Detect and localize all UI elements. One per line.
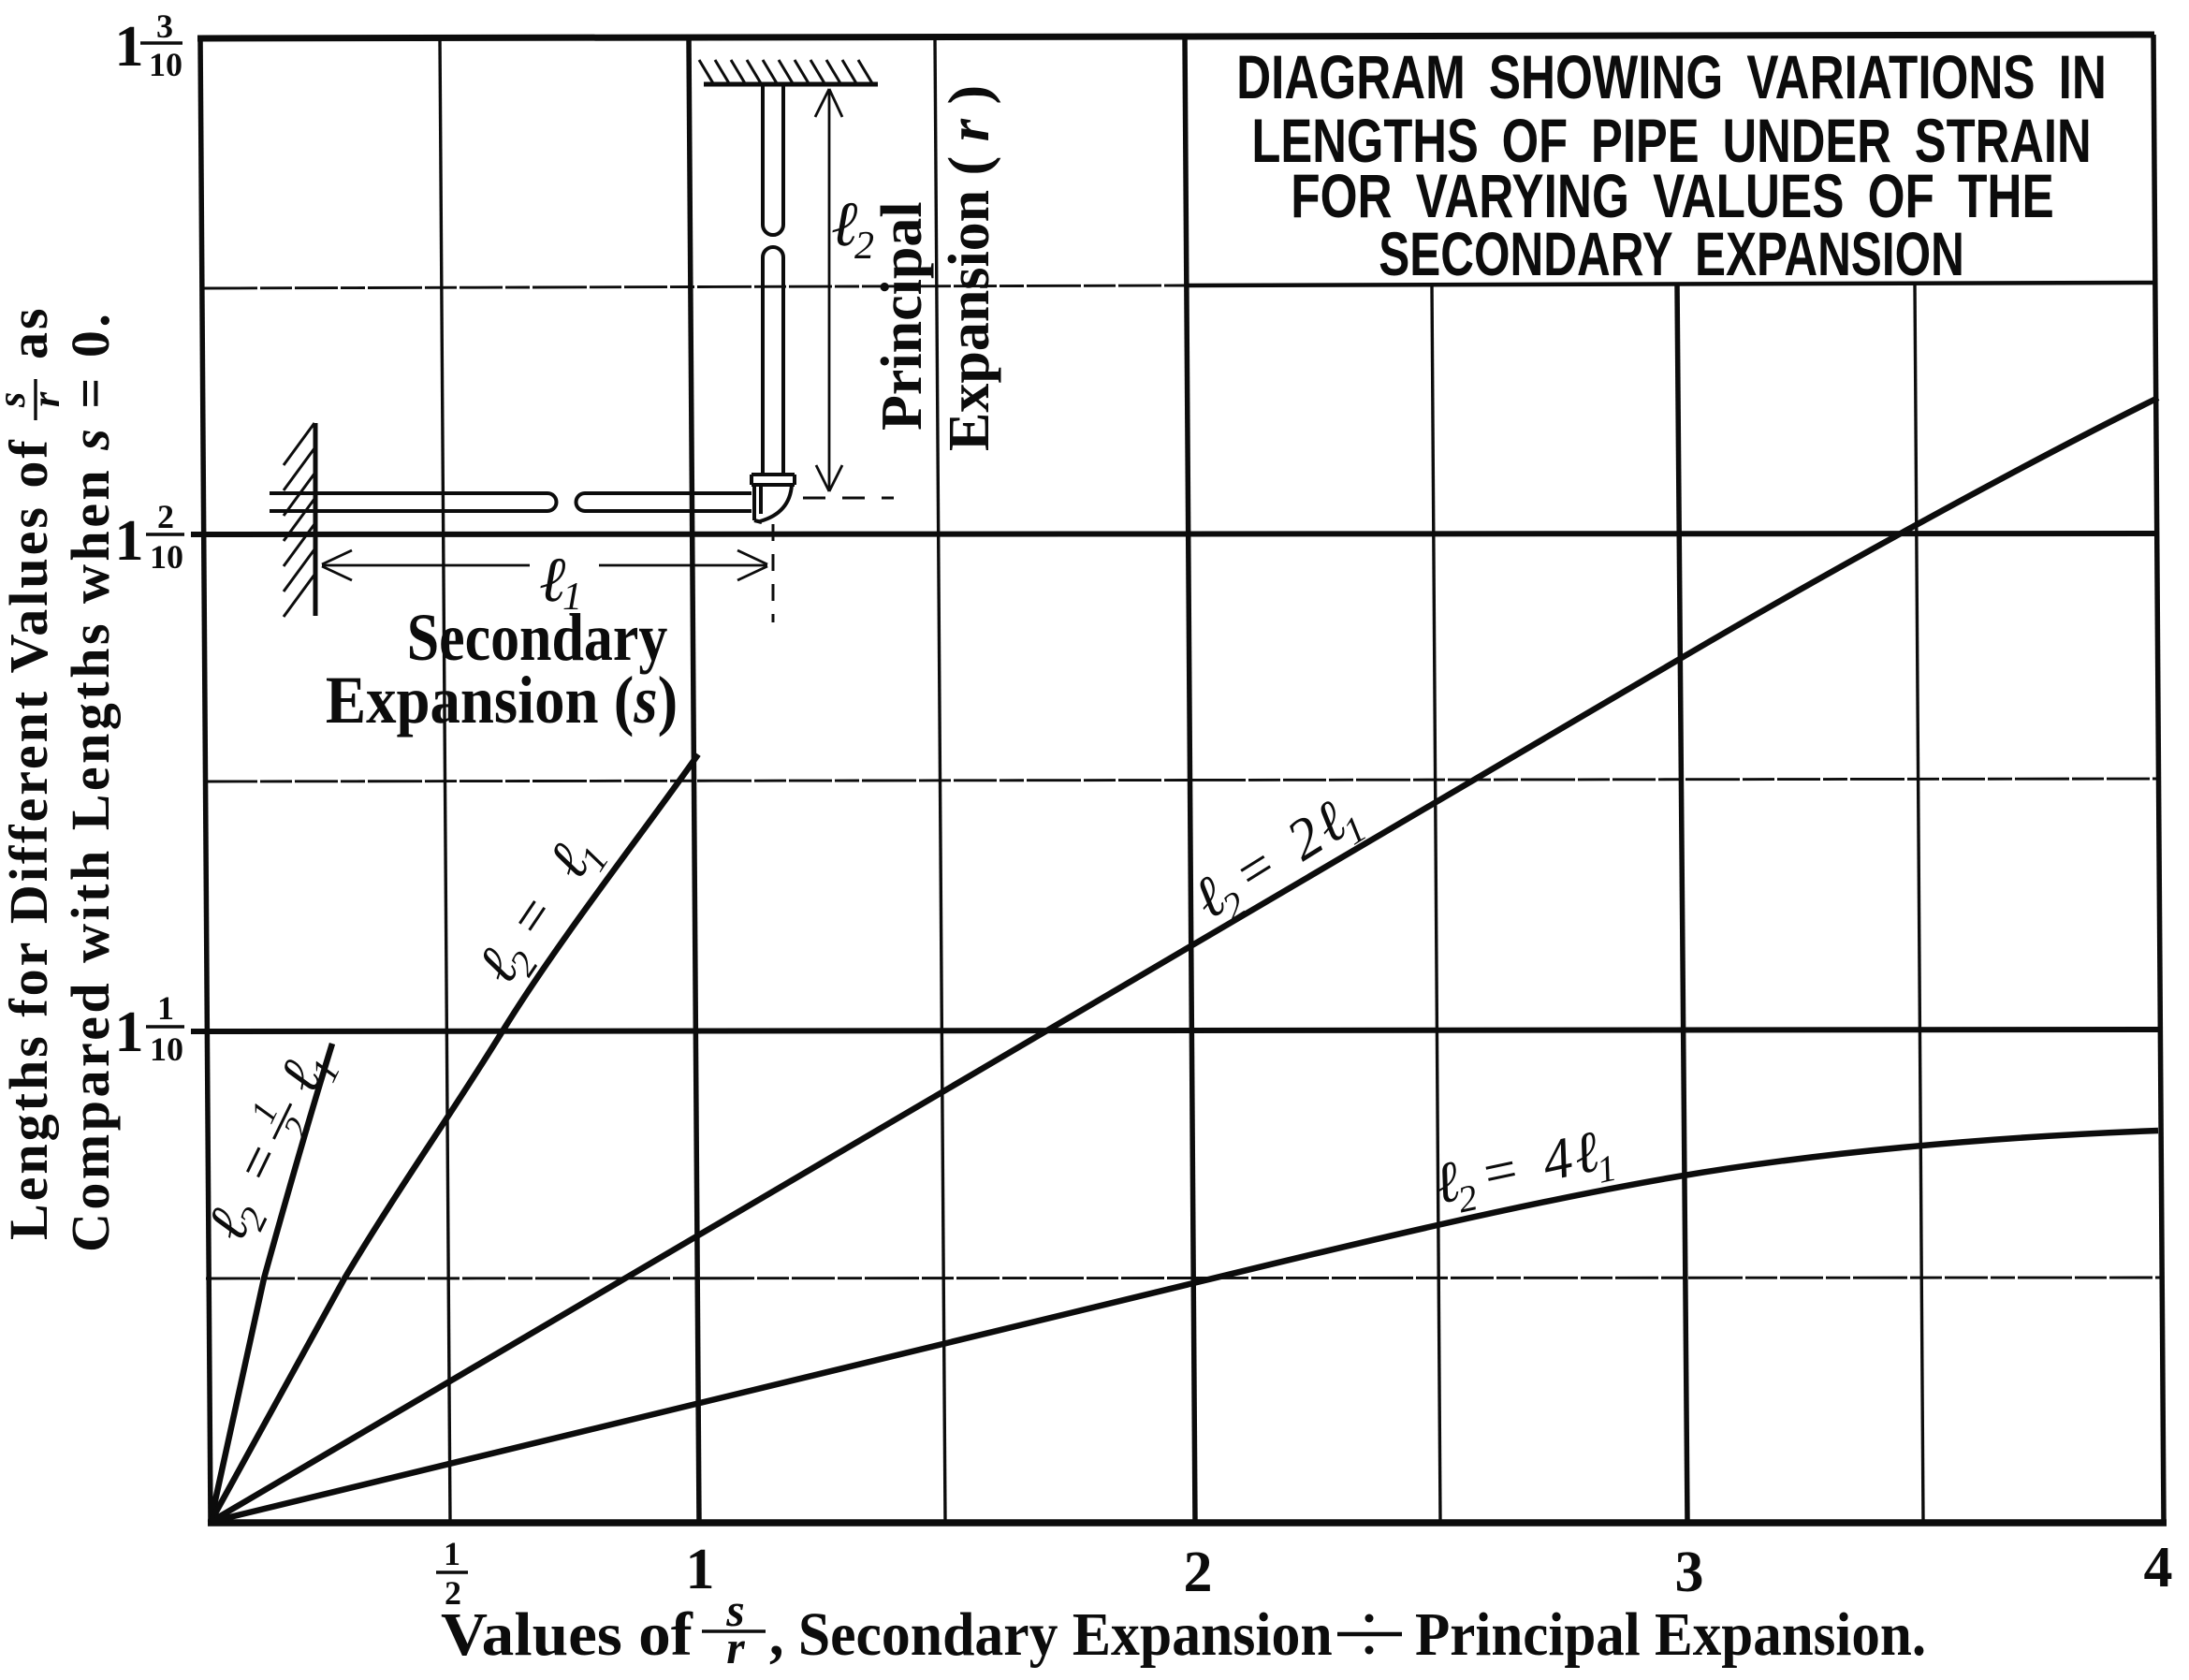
svg-text:r: r	[25, 391, 68, 407]
svg-text:Principal Expansion.: Principal Expansion.	[1415, 1600, 1926, 1669]
svg-text:LENGTHS OF PIPE UNDER STRAIN: LENGTHS OF PIPE UNDER STRAIN	[1251, 108, 2091, 176]
svg-text:ℓ: ℓ	[831, 188, 857, 259]
svg-text:s: s	[0, 392, 34, 408]
svg-text:1: 1	[115, 1001, 144, 1064]
svg-text:SECONDARY EXPANSION: SECONDARY EXPANSION	[1379, 220, 1964, 289]
svg-text:2: 2	[854, 225, 874, 268]
svg-text:as: as	[0, 305, 59, 359]
svg-text:10: 10	[150, 1030, 183, 1068]
svg-text:1: 1	[157, 989, 174, 1027]
svg-text:3: 3	[156, 7, 173, 45]
svg-text:ℓ: ℓ	[539, 544, 565, 615]
svg-text:3: 3	[1675, 1541, 1704, 1604]
svg-text:, Secondary Expansion: , Secondary Expansion	[769, 1600, 1333, 1668]
svg-text:2: 2	[445, 1574, 461, 1612]
svg-text:DIAGRAM SHOWING VARIATIONS IN: DIAGRAM SHOWING VARIATIONS IN	[1236, 43, 2107, 112]
svg-text:r: r	[726, 1621, 745, 1673]
svg-text:Principal: Principal	[870, 201, 934, 431]
svg-text:4: 4	[2144, 1536, 2173, 1600]
svg-text:1: 1	[115, 509, 144, 573]
svg-text:Values of: Values of	[441, 1600, 693, 1668]
svg-text:2: 2	[1184, 1541, 1213, 1604]
svg-text:1: 1	[115, 15, 144, 79]
svg-text:Expansion (s): Expansion (s)	[326, 663, 678, 738]
svg-text:10: 10	[150, 538, 183, 576]
svg-text:Expansion ( r ): Expansion ( r )	[938, 85, 1001, 451]
svg-text:1: 1	[686, 1538, 715, 1601]
svg-text:10: 10	[149, 46, 182, 83]
svg-text:s: s	[725, 1584, 744, 1636]
svg-text:2: 2	[157, 498, 174, 535]
svg-text:1: 1	[562, 576, 582, 619]
svg-text:Compared with Lengths when s =: Compared with Lengths when s = 0.	[60, 311, 121, 1252]
svg-text:FOR VARYING VALUES OF THE: FOR VARYING VALUES OF THE	[1291, 161, 2053, 231]
svg-text:Lengths for Different Values o: Lengths for Different Values of	[0, 437, 59, 1240]
svg-text:1: 1	[444, 1535, 460, 1572]
svg-text:Secondary: Secondary	[407, 600, 668, 675]
